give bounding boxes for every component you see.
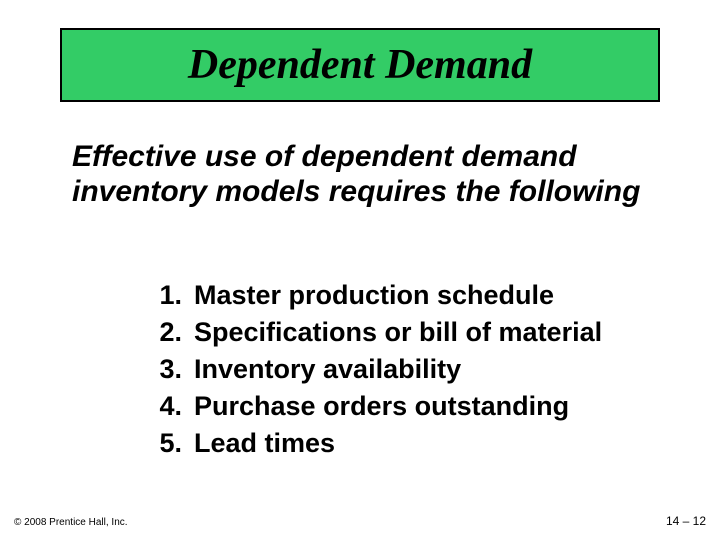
copyright-footer: © 2008 Prentice Hall, Inc. (14, 517, 128, 528)
list-item: 1. Master production schedule (138, 280, 602, 311)
list-item: 4. Purchase orders outstanding (138, 391, 602, 422)
slide-subtitle: Effective use of dependent demand invent… (72, 140, 672, 209)
list-number: 5. (138, 428, 182, 459)
list-item: 2. Specifications or bill of material (138, 317, 602, 348)
list-text: Inventory availability (194, 354, 461, 385)
list-number: 3. (138, 354, 182, 385)
list-number: 4. (138, 391, 182, 422)
list-text: Lead times (194, 428, 335, 459)
list-number: 2. (138, 317, 182, 348)
list-number: 1. (138, 280, 182, 311)
list-text: Specifications or bill of material (194, 317, 602, 348)
requirements-list: 1. Master production schedule 2. Specifi… (138, 280, 602, 465)
list-text: Purchase orders outstanding (194, 391, 569, 422)
list-item: 3. Inventory availability (138, 354, 602, 385)
list-item: 5. Lead times (138, 428, 602, 459)
page-number: 14 – 12 (666, 514, 706, 528)
title-box: Dependent Demand (60, 28, 660, 102)
slide-title: Dependent Demand (188, 41, 532, 89)
list-text: Master production schedule (194, 280, 554, 311)
